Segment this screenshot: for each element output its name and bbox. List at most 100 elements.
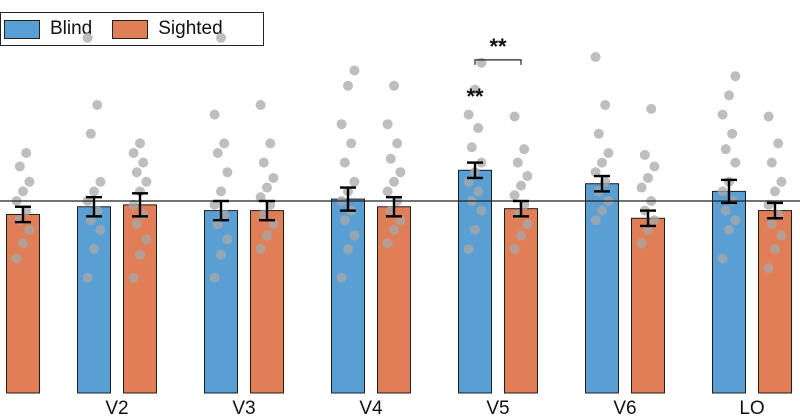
data-point-sighted-lo [770,244,780,254]
bar-blind-v3 [204,210,238,394]
data-point-blind-v5 [470,224,480,235]
data-point-blind-v2 [82,32,93,43]
data-point-blind-lo [717,109,728,120]
data-point-sighted-v5 [516,230,526,241]
data-point-sighted-v4 [392,138,403,149]
data-point-sighted-v5 [512,157,523,168]
legend-blind-label: Blind [50,18,93,39]
bar-blind-v2 [77,206,111,394]
data-point-sighted-v2 [141,176,152,187]
data-point-sighted-v1 [14,161,25,172]
data-point-sighted-v3 [255,244,266,254]
data-point-sighted-v5 [516,180,526,191]
data-point-blind-v4 [339,157,350,168]
data-point-blind-lo [730,215,741,226]
data-point-sighted-v3 [268,172,279,183]
data-point-sighted-v5 [509,190,520,201]
data-point-sighted-v1 [11,253,22,264]
data-point-sighted-v3 [265,138,276,149]
data-point-sighted-lo [763,263,774,274]
data-point-sighted-lo [776,176,787,187]
data-point-blind-v4 [349,65,360,76]
data-point-blind-v2 [85,128,96,139]
data-point-sighted-v2 [135,249,145,260]
data-point-sighted-v6 [643,172,653,183]
significance-label-blind-baseline: ** [466,84,484,109]
data-point-blind-v3 [209,199,220,210]
data-point-blind-v2 [95,224,106,235]
bar-sighted-v2 [123,204,157,394]
data-point-sighted-v4 [385,153,396,164]
data-point-sighted-v2 [138,157,149,168]
data-point-sighted-lo [770,186,780,197]
data-point-blind-v3 [216,32,226,43]
data-point-blind-v4 [349,176,360,187]
data-point-blind-v6 [597,205,607,216]
data-point-sighted-v3 [255,192,266,203]
data-point-blind-v3 [216,249,226,260]
data-point-blind-v4 [339,215,350,226]
significance-label-blind-vs-sighted: ** [489,34,507,59]
data-point-sighted-v5 [509,111,520,122]
data-point-blind-v5 [463,176,474,187]
data-point-sighted-lo [766,157,777,168]
data-point-blind-lo [724,224,734,235]
data-point-sighted-v3 [268,219,279,230]
data-point-blind-v5 [463,244,474,254]
bar-sighted-lo [758,210,792,394]
data-point-blind-lo [730,157,741,168]
data-point-sighted-v2 [131,219,142,230]
data-point-blind-v5 [476,205,487,216]
data-point-sighted-v4 [395,215,406,226]
data-point-blind-v4 [346,138,357,149]
bar-sighted-v4 [377,206,411,394]
x-tick-label-v6: V6 [613,398,636,419]
data-point-blind-v6 [590,215,601,226]
x-tick-label-v2: V2 [105,398,128,419]
data-point-sighted-v6 [636,238,647,249]
data-point-blind-v2 [89,186,99,197]
data-point-blind-lo [724,90,734,101]
data-point-blind-v6 [600,100,611,110]
significance-bracket [474,59,522,65]
data-point-sighted-v1 [18,238,28,249]
data-point-blind-lo [730,71,741,82]
data-point-sighted-v2 [128,272,139,283]
data-point-blind-v4 [343,244,353,254]
legend-sighted-label: Sighted [158,18,223,39]
data-point-sighted-lo [766,219,777,230]
data-point-blind-v3 [222,234,233,245]
legend-blind-swatch [4,19,40,39]
data-point-sighted-v5 [509,244,520,254]
data-point-blind-v5 [476,57,487,68]
data-point-sighted-v2 [128,148,139,158]
data-point-blind-v2 [95,176,106,187]
data-point-blind-v4 [336,119,347,130]
data-point-blind-v2 [89,244,99,254]
data-point-blind-v6 [597,157,607,168]
data-point-sighted-v6 [646,103,657,114]
legend-item-sighted: Sighted [112,18,223,40]
data-point-sighted-v4 [382,238,393,249]
data-point-sighted-v3 [262,230,272,241]
data-point-blind-v2 [85,215,96,226]
bar-blind-lo [712,190,746,394]
data-point-blind-v3 [212,148,223,158]
data-point-blind-v6 [590,52,601,62]
data-point-sighted-v5 [522,171,533,182]
data-point-blind-v4 [343,80,353,91]
data-point-sighted-v5 [522,219,533,230]
data-point-blind-lo [717,186,728,197]
data-point-sighted-v1 [24,224,35,235]
data-point-sighted-v1 [21,148,32,158]
data-point-sighted-v2 [128,199,139,210]
data-point-sighted-v6 [636,182,647,193]
data-point-blind-v6 [590,167,601,178]
data-point-sighted-v2 [131,167,142,178]
data-point-sighted-lo [763,111,774,122]
data-point-sighted-v6 [649,161,660,172]
data-point-blind-v2 [92,100,103,110]
data-point-blind-v6 [593,128,604,139]
data-point-sighted-v2 [135,138,145,149]
